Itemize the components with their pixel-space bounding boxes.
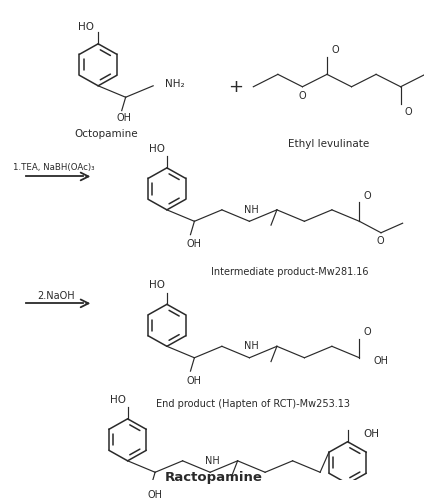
Text: O: O xyxy=(330,44,338,54)
Text: OH: OH xyxy=(187,239,201,249)
Text: O: O xyxy=(404,106,412,117)
Text: 1.TEA, NaBH(OAc)₃: 1.TEA, NaBH(OAc)₃ xyxy=(13,164,95,172)
Text: OH: OH xyxy=(373,356,388,366)
Text: HO: HO xyxy=(149,280,165,290)
Text: HO: HO xyxy=(78,22,94,32)
Text: NH: NH xyxy=(243,205,258,215)
Text: +: + xyxy=(227,78,242,96)
Text: HO: HO xyxy=(149,144,165,154)
Text: OH: OH xyxy=(116,113,131,123)
Text: O: O xyxy=(375,236,383,246)
Text: NH: NH xyxy=(204,456,219,466)
Text: NH₂: NH₂ xyxy=(164,79,184,89)
Text: NH: NH xyxy=(243,342,258,351)
Text: End product (Hapten of RCT)-Mw253.13: End product (Hapten of RCT)-Mw253.13 xyxy=(156,398,349,408)
Text: O: O xyxy=(363,190,370,200)
Text: O: O xyxy=(363,327,370,337)
Text: HO: HO xyxy=(109,394,126,404)
Text: 2.NaOH: 2.NaOH xyxy=(37,290,75,300)
Text: Intermediate product-Mw281.16: Intermediate product-Mw281.16 xyxy=(210,267,368,277)
Text: Octopamine: Octopamine xyxy=(74,128,138,138)
Text: OH: OH xyxy=(147,490,162,500)
Text: O: O xyxy=(298,92,305,102)
Text: OH: OH xyxy=(363,429,378,439)
Text: Ractopamine: Ractopamine xyxy=(165,472,262,484)
Text: Ethyl levulinate: Ethyl levulinate xyxy=(288,139,369,149)
Text: OH: OH xyxy=(187,376,201,386)
